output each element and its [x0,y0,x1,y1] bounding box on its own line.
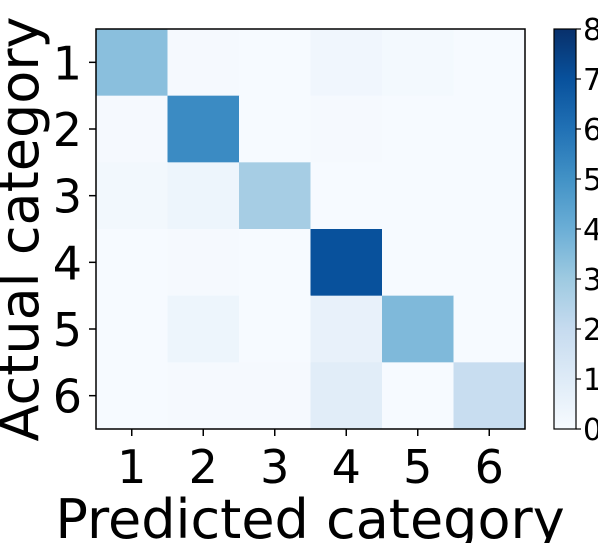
colorbar-tick-label: 7 [583,63,598,98]
heatmap-cell-r2-c2 [167,95,240,163]
x-tick-label: 5 [403,440,432,494]
heatmap-cell-r3-c4 [310,162,383,230]
x-axis-label: Predicted category [55,488,564,543]
colorbar-tick-label: 5 [583,163,598,198]
heatmap-cell-r3-c5 [382,162,454,230]
heatmap-cell-r1-c4 [310,29,383,97]
heatmap-cell-r2-c1 [96,95,168,163]
x-tick-label: 2 [189,440,218,494]
heatmap-cell-r5-c4 [310,295,383,363]
heatmap-cell-r1-c5 [382,29,454,97]
y-tick-label: 6 [53,370,82,424]
heatmap-cell-r4-c6 [453,229,526,297]
heatmap-cell-r2-c5 [382,95,454,163]
colorbar [553,28,577,430]
x-tick-label: 4 [332,440,361,494]
heatmap-cell-r3-c1 [96,162,168,230]
heatmap-cell-r1-c1 [96,29,168,97]
colorbar-tick-label: 0 [583,413,598,448]
x-tick-label: 6 [475,440,504,494]
heatmap-cell-r6-c4 [310,362,383,430]
heatmap-cell-r6-c5 [382,362,454,430]
heatmap-cell-r2-c3 [239,95,311,163]
heatmap-cell-r1-c6 [453,29,526,97]
heatmap-cell-r6-c2 [167,362,240,430]
heatmap-cells [96,29,526,430]
plot-frame [95,28,526,430]
heatmap-cell-r3-c2 [167,162,240,230]
heatmap-cell-r3-c6 [453,162,526,230]
y-axis-ticks: 1 2 3 4 5 6 [53,36,96,424]
colorbar-tick-label: 4 [583,213,598,248]
colorbar-tick-label: 3 [583,263,598,298]
heatmap-cell-r4-c3 [239,229,311,297]
y-tick-label: 4 [53,236,82,290]
colorbar-tick-label: 2 [583,313,598,348]
heatmap-cell-r6-c1 [96,362,168,430]
heatmap-cell-r5-c3 [239,295,311,363]
heatmap-cell-r1-c3 [239,29,311,97]
heatmap-cell-r2-c4 [310,95,383,163]
x-tick-label: 3 [260,440,289,494]
heatmap-cell-r4-c1 [96,229,168,297]
heatmap-cell-r6-c6 [453,362,526,430]
heatmap-cell-r2-c6 [453,95,526,163]
colorbar-tick-label: 8 [583,13,598,48]
y-axis-label: Actual category [0,17,51,442]
heatmap-cell-r5-c5 [382,295,454,363]
heatmap-cell-r4-c5 [382,229,454,297]
colorbar-tick-label: 6 [583,113,598,148]
x-tick-label: 1 [117,440,146,494]
y-tick-label: 1 [53,36,82,90]
heatmap-cell-r5-c2 [167,295,240,363]
y-tick-label: 2 [53,103,82,157]
heatmap-cell-r5-c1 [96,295,168,363]
y-tick-label: 5 [53,303,82,357]
colorbar-ticks: 0 1 2 3 4 5 6 7 8 [576,13,598,448]
y-tick-label: 3 [53,170,82,224]
heatmap-cell-r3-c3 [239,162,311,230]
heatmap-cell-r4-c2 [167,229,240,297]
heatmap-cell-r5-c6 [453,295,526,363]
heatmap-cell-r6-c3 [239,362,311,430]
colorbar-tick-label: 1 [583,363,598,398]
heatmap-cell-r4-c4 [310,229,383,297]
heatmap-cell-r1-c2 [167,29,240,97]
